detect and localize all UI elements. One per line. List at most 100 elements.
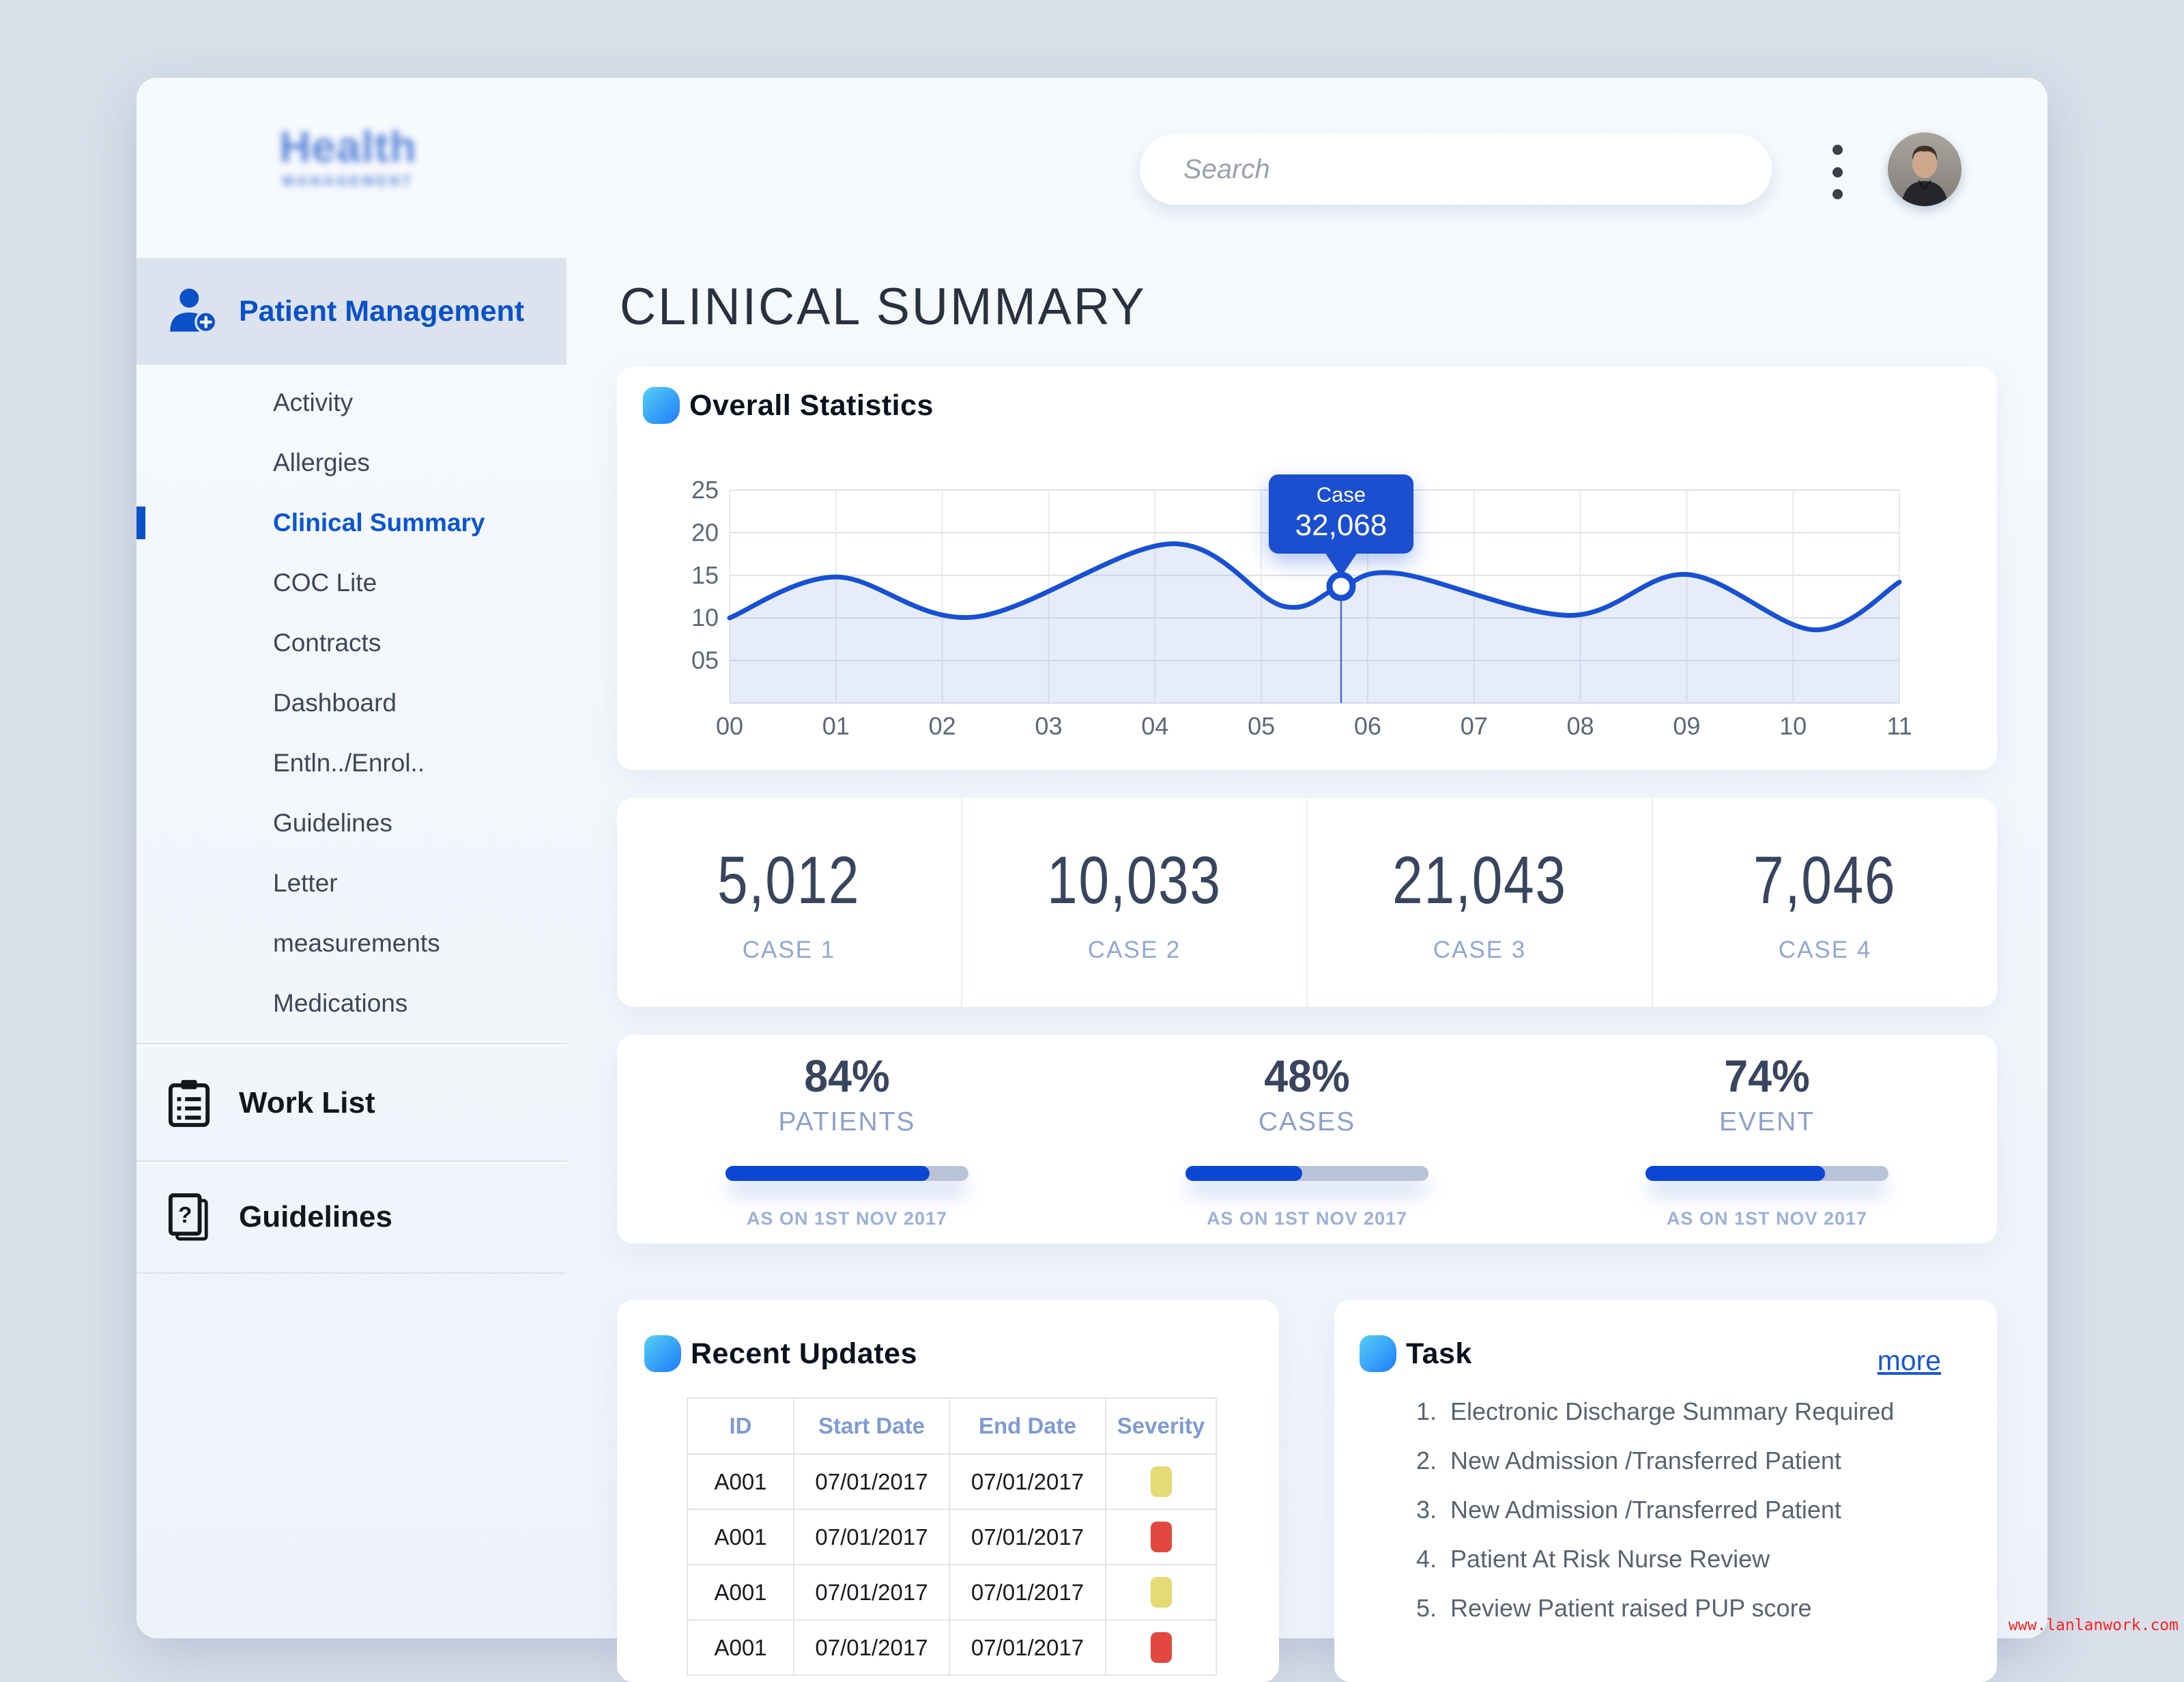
- progress-bar: [725, 1165, 968, 1181]
- progress-bar: [1646, 1165, 1888, 1181]
- cell-start-date: 07/01/2017: [793, 1453, 950, 1510]
- task-text: New Admission /Transferred Patient: [1450, 1496, 1841, 1524]
- table-row[interactable]: A001 07/01/2017 07/01/2017: [687, 1509, 1217, 1565]
- svg-text:00: 00: [716, 712, 743, 740]
- svg-text:02: 02: [929, 712, 956, 740]
- percent-value: 48%: [1264, 1050, 1350, 1101]
- svg-text:05: 05: [1248, 712, 1275, 740]
- tooltip-value: 32,068: [1295, 509, 1388, 543]
- sidebar-item-letter[interactable]: Letter: [273, 869, 338, 897]
- user-avatar[interactable]: [1888, 132, 1962, 206]
- chart-marker[interactable]: [1326, 571, 1356, 601]
- as-on-date: AS ON 1ST NOV 2017: [1666, 1208, 1868, 1229]
- sidebar-item-coc-lite[interactable]: COC Lite: [273, 569, 377, 597]
- sidebar-item-activity[interactable]: Activity: [273, 388, 354, 416]
- card-chip-icon: [1360, 1335, 1396, 1372]
- stat-case-3: 21,043 CASE 3: [1306, 798, 1652, 1007]
- sidebar-item-work-list[interactable]: Work List: [136, 1043, 566, 1162]
- svg-text:05: 05: [691, 646, 719, 674]
- card-chip-icon: [644, 1335, 681, 1372]
- sidebar-item-measurements[interactable]: measurements: [273, 929, 440, 957]
- stat-label: CASE 3: [1433, 936, 1527, 963]
- task-item[interactable]: 5. Review Patient raised PUP score: [1403, 1584, 1949, 1633]
- task-item[interactable]: 2. New Admission /Transferred Patient: [1403, 1436, 1949, 1485]
- recent-updates-table[interactable]: ID Start Date End Date Severity A001 07/01/2…: [687, 1397, 1217, 1676]
- stat-case-2: 10,033 CASE 2: [961, 798, 1306, 1007]
- svg-text:15: 15: [691, 561, 719, 589]
- svg-text:11: 11: [1886, 712, 1911, 740]
- task-item[interactable]: 1. Electronic Discharge Summary Required: [1403, 1387, 1949, 1436]
- as-on-date: AS ON 1ST NOV 2017: [1206, 1208, 1408, 1229]
- sidebar-item-contracts[interactable]: Contracts: [273, 629, 382, 657]
- stat-case-4: 7,046 CASE 4: [1652, 798, 1997, 1007]
- kebab-menu-icon[interactable]: [1824, 145, 1851, 199]
- task-number: 1.: [1416, 1397, 1437, 1425]
- sidebar-section-label: Guidelines: [239, 1200, 392, 1234]
- avatar-image: [1888, 132, 1962, 206]
- svg-text:07: 07: [1461, 712, 1488, 740]
- severity-badge-yellow: [1150, 1577, 1172, 1608]
- sidebar-item-patient-management[interactable]: Patient Management: [136, 258, 566, 365]
- severity-badge-red: [1150, 1632, 1172, 1663]
- svg-text:10: 10: [1779, 712, 1807, 740]
- stat-value: 7,046: [1753, 842, 1897, 917]
- cell-start-date: 07/01/2017: [793, 1619, 950, 1676]
- stat-label: CASE 2: [1087, 936, 1181, 963]
- sidebar-item-clinical-summary[interactable]: Clinical Summary: [136, 493, 566, 553]
- column-header-start-date: Start Date: [793, 1397, 950, 1455]
- card-chip-icon: [643, 387, 680, 424]
- stat-case-1: 5,012 CASE 1: [617, 798, 961, 1007]
- stat-value: 21,043: [1392, 842, 1567, 917]
- cell-id: A001: [687, 1509, 794, 1565]
- progress-bar: [1186, 1165, 1428, 1181]
- task-number: 2.: [1416, 1446, 1437, 1474]
- table-row[interactable]: A001 07/01/2017 07/01/2017: [687, 1453, 1217, 1510]
- cell-severity: [1105, 1453, 1217, 1510]
- percent-value: 74%: [1724, 1050, 1810, 1101]
- percent-label: PATIENTS: [778, 1107, 916, 1137]
- column-header-end-date: End Date: [949, 1397, 1106, 1455]
- cell-id: A001: [687, 1453, 794, 1510]
- sidebar-item-entln-enrol[interactable]: Entln../Enrol..: [273, 749, 425, 777]
- sidebar-item-allergies[interactable]: Allergies: [273, 448, 370, 476]
- task-title: Task: [1406, 1337, 1472, 1370]
- task-text: Electronic Discharge Summary Required: [1450, 1397, 1895, 1425]
- sidebar-item-medications[interactable]: Medications: [273, 989, 408, 1017]
- kebab-dot: [1832, 189, 1843, 199]
- table-row[interactable]: A001 07/01/2017 07/01/2017: [687, 1619, 1217, 1676]
- stat-value: 5,012: [717, 842, 861, 917]
- cell-id: A001: [687, 1564, 794, 1621]
- svg-text:09: 09: [1673, 712, 1700, 740]
- search-input[interactable]: [1140, 134, 1859, 205]
- task-number: 3.: [1416, 1496, 1437, 1524]
- stat-label: CASE 4: [1778, 936, 1872, 963]
- table-row[interactable]: A001 07/01/2017 07/01/2017: [687, 1564, 1217, 1621]
- tooltip-label: Case: [1316, 483, 1366, 507]
- clinical-dashboard: { "header": { "logo_line1": "Health", "l…: [136, 78, 2179, 1682]
- cell-severity: [1105, 1619, 1217, 1676]
- task-number: 4.: [1416, 1545, 1437, 1573]
- stat-value: 10,033: [1047, 842, 1222, 917]
- svg-text:01: 01: [822, 712, 850, 740]
- svg-text:06: 06: [1354, 712, 1381, 740]
- sidebar-item-guidelines-section[interactable]: ? Guidelines: [136, 1160, 566, 1274]
- task-item[interactable]: 4. Patient At Risk Nurse Review: [1403, 1535, 1949, 1584]
- watermark: www.lanlanwork.com: [2008, 1616, 2179, 1634]
- percent-label: CASES: [1258, 1107, 1356, 1137]
- more-link[interactable]: more: [1877, 1345, 1941, 1376]
- sidebar-item-dashboard[interactable]: Dashboard: [273, 689, 397, 717]
- task-card: Task more 1. Electronic Discharge Summary…: [1334, 1300, 1997, 1682]
- sidebar-section-label: Work List: [239, 1086, 375, 1120]
- cell-start-date: 07/01/2017: [793, 1509, 950, 1565]
- task-item[interactable]: 3. New Admission /Transferred Patient: [1403, 1485, 1949, 1535]
- task-list: 1. Electronic Discharge Summary Required 2…: [1403, 1387, 1949, 1633]
- cell-end-date: 07/01/2017: [949, 1453, 1106, 1510]
- cell-severity: [1105, 1509, 1217, 1565]
- percent-patients: 84% PATIENTS AS ON 1ST NOV 2017: [617, 1035, 1077, 1244]
- svg-text:03: 03: [1035, 712, 1062, 740]
- logo-subtext: MANAGEMENT: [282, 173, 414, 189]
- svg-text:10: 10: [691, 603, 719, 631]
- sidebar-item-guidelines[interactable]: Guidelines: [273, 809, 392, 837]
- svg-text:08: 08: [1567, 712, 1594, 740]
- logo-text: Health: [279, 122, 417, 171]
